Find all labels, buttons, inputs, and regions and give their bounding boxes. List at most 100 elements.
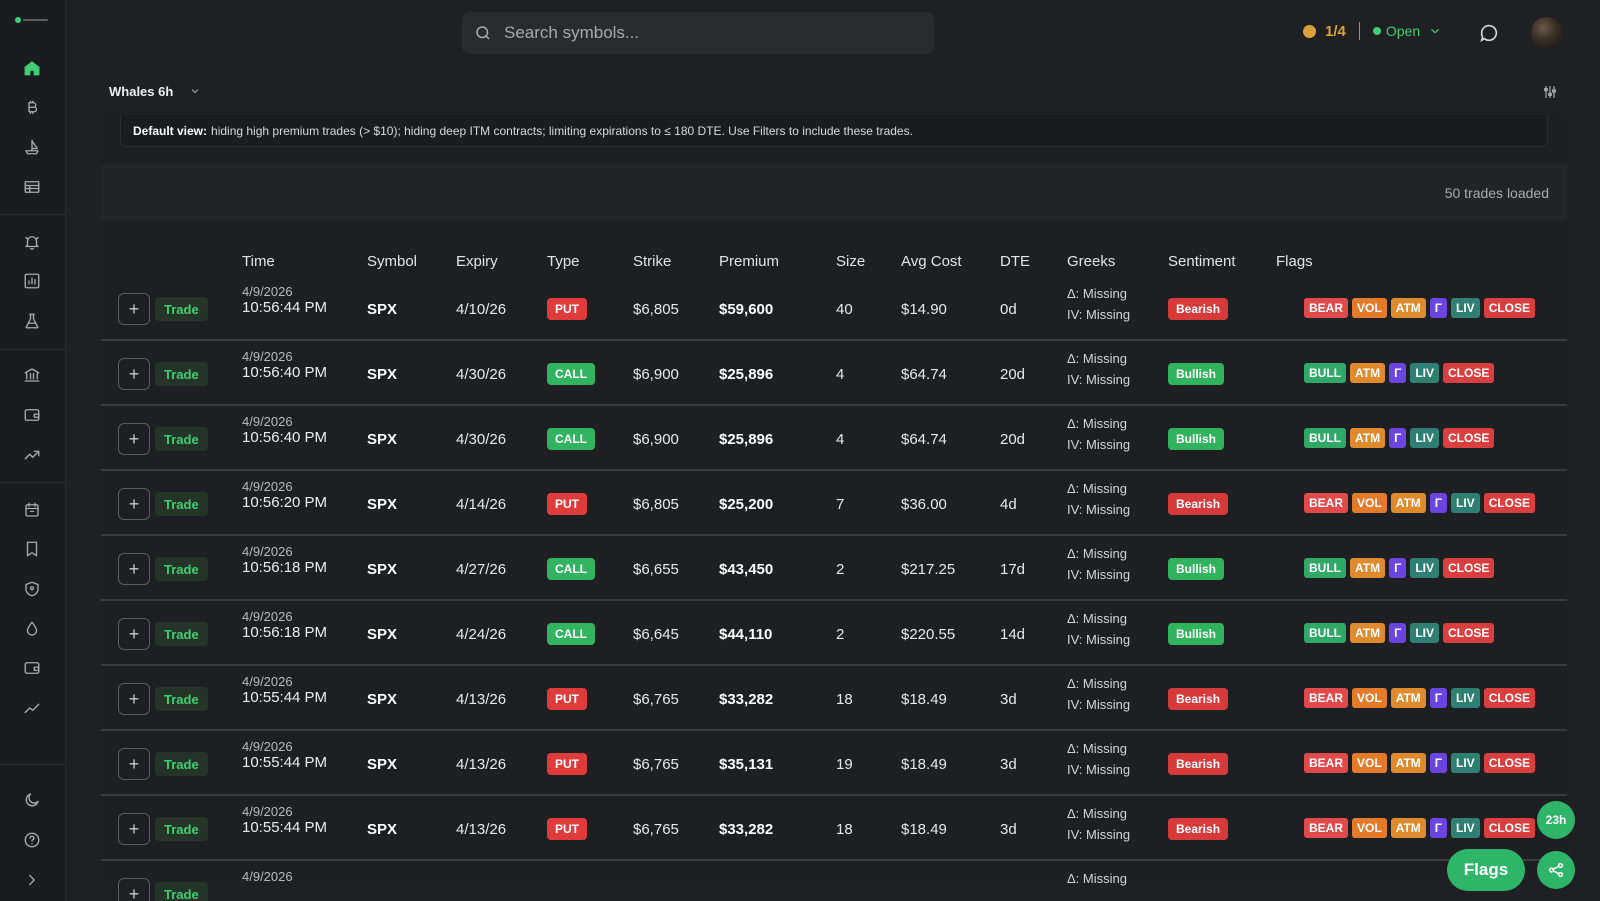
col-flags[interactable]: Flags: [1276, 253, 1313, 270]
col-strike[interactable]: Strike: [633, 253, 672, 270]
flag-badge[interactable]: Γ: [1389, 363, 1407, 383]
col-dte[interactable]: DTE: [1000, 253, 1030, 270]
search-bar[interactable]: [462, 12, 934, 54]
table-icon[interactable]: [21, 176, 43, 198]
search-input[interactable]: [504, 23, 904, 43]
col-premium[interactable]: Premium: [719, 253, 780, 270]
add-button[interactable]: +: [118, 423, 150, 455]
portfolio-icon[interactable]: [21, 657, 43, 679]
table-row[interactable]: + Trade 4/9/2026 10:56:44 PM SPX 4/10/26 PUT $6…: [101, 278, 1567, 341]
flag-badge[interactable]: ATM: [1350, 558, 1386, 578]
add-button[interactable]: +: [118, 553, 150, 585]
symbol-cell[interactable]: SPX: [367, 301, 398, 318]
flag-badge[interactable]: LIV: [1410, 428, 1439, 448]
wallet-icon[interactable]: [21, 404, 43, 426]
col-avg-cost[interactable]: Avg Cost: [901, 253, 962, 270]
droplet-icon[interactable]: [21, 618, 43, 640]
add-button[interactable]: +: [118, 293, 150, 325]
flag-badge[interactable]: LIV: [1451, 688, 1480, 708]
flag-badge[interactable]: ATM: [1390, 688, 1426, 708]
flag-badge[interactable]: Γ: [1389, 428, 1407, 448]
chevron-down-icon[interactable]: [1428, 24, 1442, 38]
flag-badge[interactable]: Γ: [1429, 753, 1448, 773]
timer-badge[interactable]: 23h: [1537, 801, 1575, 839]
table-row[interactable]: + Trade 4/9/2026 Δ: Missing: [101, 863, 1567, 901]
add-button[interactable]: +: [118, 813, 150, 845]
share-button[interactable]: [1537, 851, 1575, 889]
help-icon[interactable]: [21, 829, 43, 851]
flag-badge[interactable]: CLOSE: [1443, 428, 1495, 448]
trade-button[interactable]: Trade: [155, 557, 208, 581]
flag-badge[interactable]: Γ: [1429, 688, 1448, 708]
col-type[interactable]: Type: [547, 253, 580, 270]
col-size[interactable]: Size: [836, 253, 866, 270]
view-selector[interactable]: Whales 6h: [101, 76, 209, 106]
symbol-cell[interactable]: SPX: [367, 691, 398, 708]
add-button[interactable]: +: [118, 358, 150, 390]
flag-badge[interactable]: CLOSE: [1483, 493, 1536, 513]
flag-badge[interactable]: LIV: [1451, 298, 1480, 318]
add-button[interactable]: +: [118, 618, 150, 650]
symbol-cell[interactable]: SPX: [367, 756, 398, 773]
symbol-cell[interactable]: SPX: [367, 821, 398, 838]
flag-badge[interactable]: BEAR: [1304, 818, 1349, 838]
moon-icon[interactable]: [21, 789, 43, 811]
flag-badge[interactable]: BEAR: [1304, 493, 1349, 513]
trade-button[interactable]: Trade: [155, 752, 208, 776]
flag-badge[interactable]: CLOSE: [1483, 298, 1536, 318]
flag-badge[interactable]: Γ: [1429, 818, 1448, 838]
trade-button[interactable]: Trade: [155, 882, 208, 901]
flag-badge[interactable]: LIV: [1451, 753, 1480, 773]
flag-badge[interactable]: VOL: [1352, 818, 1387, 838]
table-row[interactable]: + Trade 4/9/2026 10:55:44 PM SPX 4/13/26 PUT $6…: [101, 733, 1567, 796]
flag-badge[interactable]: CLOSE: [1483, 818, 1536, 838]
trade-button[interactable]: Trade: [155, 687, 208, 711]
line-chart-icon[interactable]: [21, 697, 43, 719]
bar-chart-icon[interactable]: [21, 270, 43, 292]
flag-badge[interactable]: ATM: [1390, 493, 1426, 513]
flag-badge[interactable]: BEAR: [1304, 753, 1349, 773]
alert-bell-icon[interactable]: [21, 231, 43, 253]
flag-badge[interactable]: ATM: [1390, 298, 1426, 318]
flags-button[interactable]: Flags: [1447, 849, 1525, 891]
trade-button[interactable]: Trade: [155, 362, 208, 386]
home-icon[interactable]: [21, 57, 43, 79]
trade-button[interactable]: Trade: [155, 817, 208, 841]
flag-badge[interactable]: VOL: [1352, 688, 1387, 708]
flag-badge[interactable]: ATM: [1350, 428, 1386, 448]
flag-badge[interactable]: CLOSE: [1483, 688, 1536, 708]
expand-chevron-icon[interactable]: [21, 869, 43, 891]
whale-ship-icon[interactable]: [21, 136, 43, 158]
flag-badge[interactable]: LIV: [1410, 363, 1439, 383]
flag-badge[interactable]: LIV: [1410, 623, 1439, 643]
trade-button[interactable]: Trade: [155, 297, 208, 321]
flask-icon[interactable]: [21, 310, 43, 332]
flag-badge[interactable]: CLOSE: [1483, 753, 1536, 773]
table-row[interactable]: + Trade 4/9/2026 10:56:40 PM SPX 4/30/26 CALL $…: [101, 343, 1567, 406]
shield-icon[interactable]: [21, 578, 43, 600]
trending-up-icon[interactable]: [21, 444, 43, 466]
flag-badge[interactable]: VOL: [1352, 298, 1387, 318]
table-row[interactable]: + Trade 4/9/2026 10:56:18 PM SPX 4/24/26 CALL $…: [101, 603, 1567, 666]
market-status[interactable]: 1/4 Open: [1303, 22, 1442, 40]
add-button[interactable]: +: [118, 683, 150, 715]
flag-badge[interactable]: CLOSE: [1443, 363, 1495, 383]
avatar[interactable]: [1531, 17, 1562, 48]
flag-badge[interactable]: BULL: [1304, 428, 1346, 448]
flag-badge[interactable]: Γ: [1389, 558, 1407, 578]
col-time[interactable]: Time: [242, 253, 275, 270]
table-row[interactable]: + Trade 4/9/2026 10:56:18 PM SPX 4/27/26 CALL $…: [101, 538, 1567, 601]
flag-badge[interactable]: LIV: [1410, 558, 1439, 578]
table-row[interactable]: + Trade 4/9/2026 10:55:44 PM SPX 4/13/26 PUT $6…: [101, 798, 1567, 861]
flag-badge[interactable]: ATM: [1390, 753, 1426, 773]
symbol-cell[interactable]: SPX: [367, 626, 398, 643]
trade-button[interactable]: Trade: [155, 427, 208, 451]
flag-badge[interactable]: BULL: [1304, 558, 1346, 578]
flag-badge[interactable]: LIV: [1451, 493, 1480, 513]
symbol-cell[interactable]: SPX: [367, 431, 398, 448]
calendar-icon[interactable]: [21, 499, 43, 521]
filter-settings-button[interactable]: [1537, 79, 1563, 105]
symbol-cell[interactable]: SPX: [367, 366, 398, 383]
flag-badge[interactable]: Γ: [1389, 623, 1407, 643]
table-row[interactable]: + Trade 4/9/2026 10:56:20 PM SPX 4/14/26 PUT $6…: [101, 473, 1567, 536]
